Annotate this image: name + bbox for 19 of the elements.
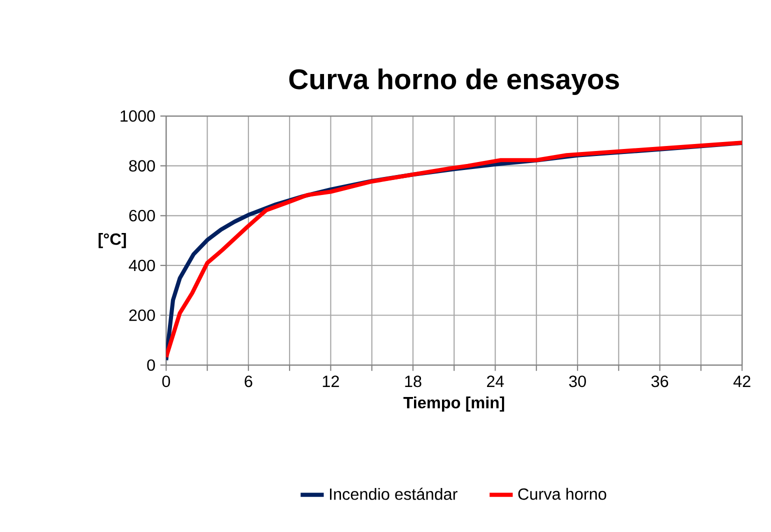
x-tick-label: 18 (405, 376, 422, 388)
y-axis-title: [°C] (98, 232, 126, 248)
y-tick-label: 0 (147, 359, 155, 371)
x-tick-label: 30 (569, 376, 586, 388)
x-tick-label: 0 (162, 376, 170, 388)
legend-label: Incendio estándar (330, 488, 458, 500)
x-tick-label: 36 (651, 376, 668, 388)
chart-title: Curva horno de ensayos (289, 68, 619, 95)
x-tick-label: 24 (487, 376, 504, 387)
x-tick-label: 42 (733, 376, 750, 387)
y-tick-label: 1000 (120, 110, 155, 122)
x-axis-title: Tiempo [min] (403, 396, 504, 412)
legend-label: Curva horno (518, 488, 606, 500)
y-tick-label: 800 (129, 160, 155, 172)
y-tick-label: 600 (129, 210, 155, 222)
y-tick-label: 400 (128, 260, 155, 272)
y-tick-label: 200 (129, 310, 155, 322)
x-tick-label: 12 (322, 376, 339, 387)
x-tick-label: 6 (244, 376, 252, 388)
